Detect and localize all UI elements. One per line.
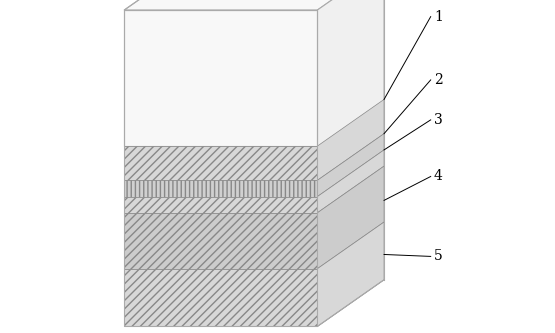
Bar [124,10,317,146]
Bar [124,196,317,213]
Polygon shape [317,99,384,180]
Polygon shape [124,0,384,10]
Polygon shape [317,0,384,326]
Polygon shape [317,134,384,196]
Text: 2: 2 [434,73,443,87]
Polygon shape [317,150,384,213]
Bar [124,146,317,180]
Bar [124,269,317,326]
Polygon shape [317,222,384,326]
Text: 4: 4 [434,169,443,183]
Text: 5: 5 [434,249,443,263]
Text: 3: 3 [434,113,443,127]
Bar [124,180,317,196]
Text: 1: 1 [434,10,443,24]
Bar [124,213,317,269]
Bar [124,10,317,326]
Polygon shape [317,166,384,269]
